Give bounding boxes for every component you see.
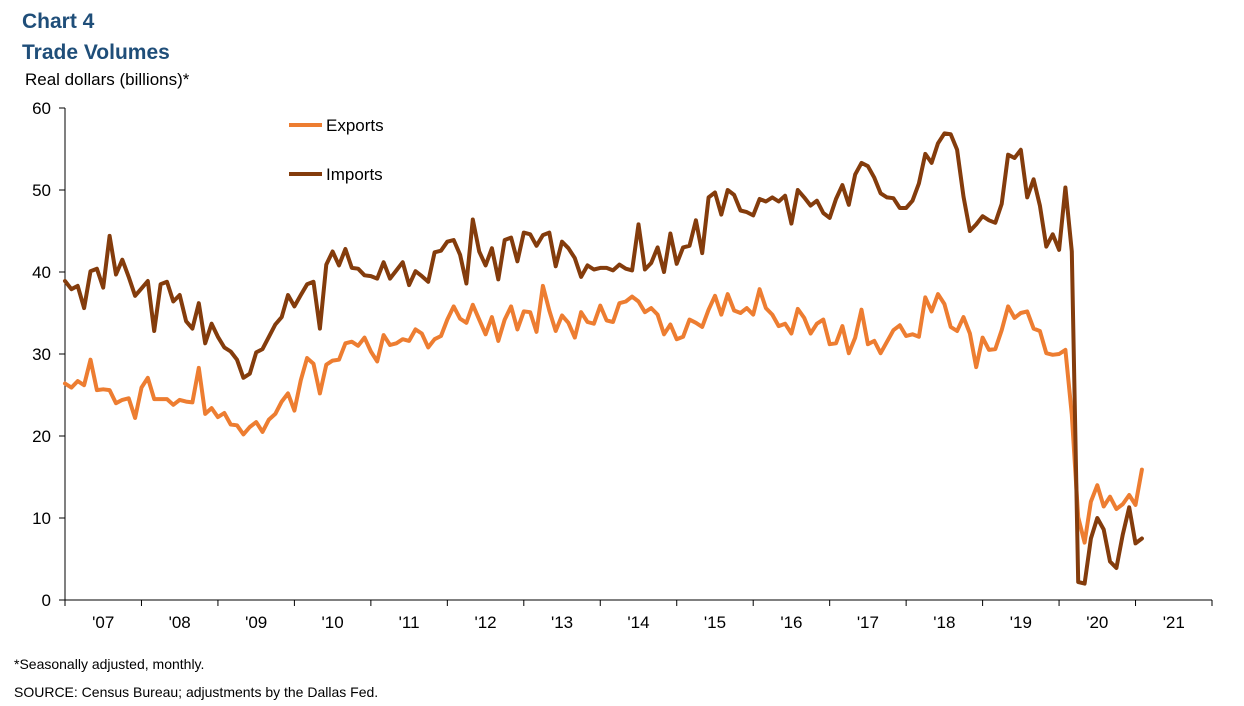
x-tick-label: '15 — [704, 613, 726, 632]
y-tick-label: 0 — [42, 591, 51, 610]
series-line-imports — [63, 131, 1144, 586]
legend-label-imports: Imports — [326, 165, 383, 184]
y-tick-label: 60 — [32, 99, 51, 118]
x-tick-label: '09 — [245, 613, 267, 632]
x-tick-label: '20 — [1086, 613, 1108, 632]
x-tick-label: '21 — [1163, 613, 1185, 632]
title-block: Chart 4 Trade Volumes — [22, 6, 170, 68]
y-tick-label: 10 — [32, 509, 51, 528]
legend-label-exports: Exports — [326, 116, 384, 135]
source-note: SOURCE: Census Bureau; adjustments by th… — [14, 684, 379, 700]
x-tick-label: '08 — [169, 613, 191, 632]
chart-title: Trade Volumes — [22, 41, 170, 64]
chart-axes: 0 10 20 30 40 50 60 '07 '08 '09 '10 '11 '12 '13 '14 '15… — [32, 99, 1213, 632]
x-tick-label: '17 — [857, 613, 879, 632]
chart-legend: Exports Imports — [289, 116, 384, 184]
x-tick-label: '16 — [780, 613, 802, 632]
x-tick-label: '07 — [92, 613, 114, 632]
y-tick-label: 40 — [32, 263, 51, 282]
chart-notes: *Seasonally adjusted, monthly. SOURCE: C… — [14, 650, 378, 706]
x-tick-label: '10 — [322, 613, 344, 632]
x-tick-label: '12 — [474, 613, 496, 632]
x-tick-label: '13 — [551, 613, 573, 632]
y-tick-label: 30 — [32, 345, 51, 364]
x-tick-label: '19 — [1010, 613, 1032, 632]
series-line-exports — [63, 283, 1144, 545]
x-tick-label: '14 — [627, 613, 649, 632]
chart-number: Chart 4 — [22, 10, 95, 33]
series-layer — [63, 131, 1144, 586]
footnote: *Seasonally adjusted, monthly. — [14, 656, 205, 672]
y-axis-unit-label: Real dollars (billions)* — [25, 70, 190, 89]
x-tick-label: '18 — [933, 613, 955, 632]
x-tick-label: '11 — [399, 613, 420, 632]
y-tick-label: 20 — [32, 427, 51, 446]
y-tick-label: 50 — [32, 181, 51, 200]
